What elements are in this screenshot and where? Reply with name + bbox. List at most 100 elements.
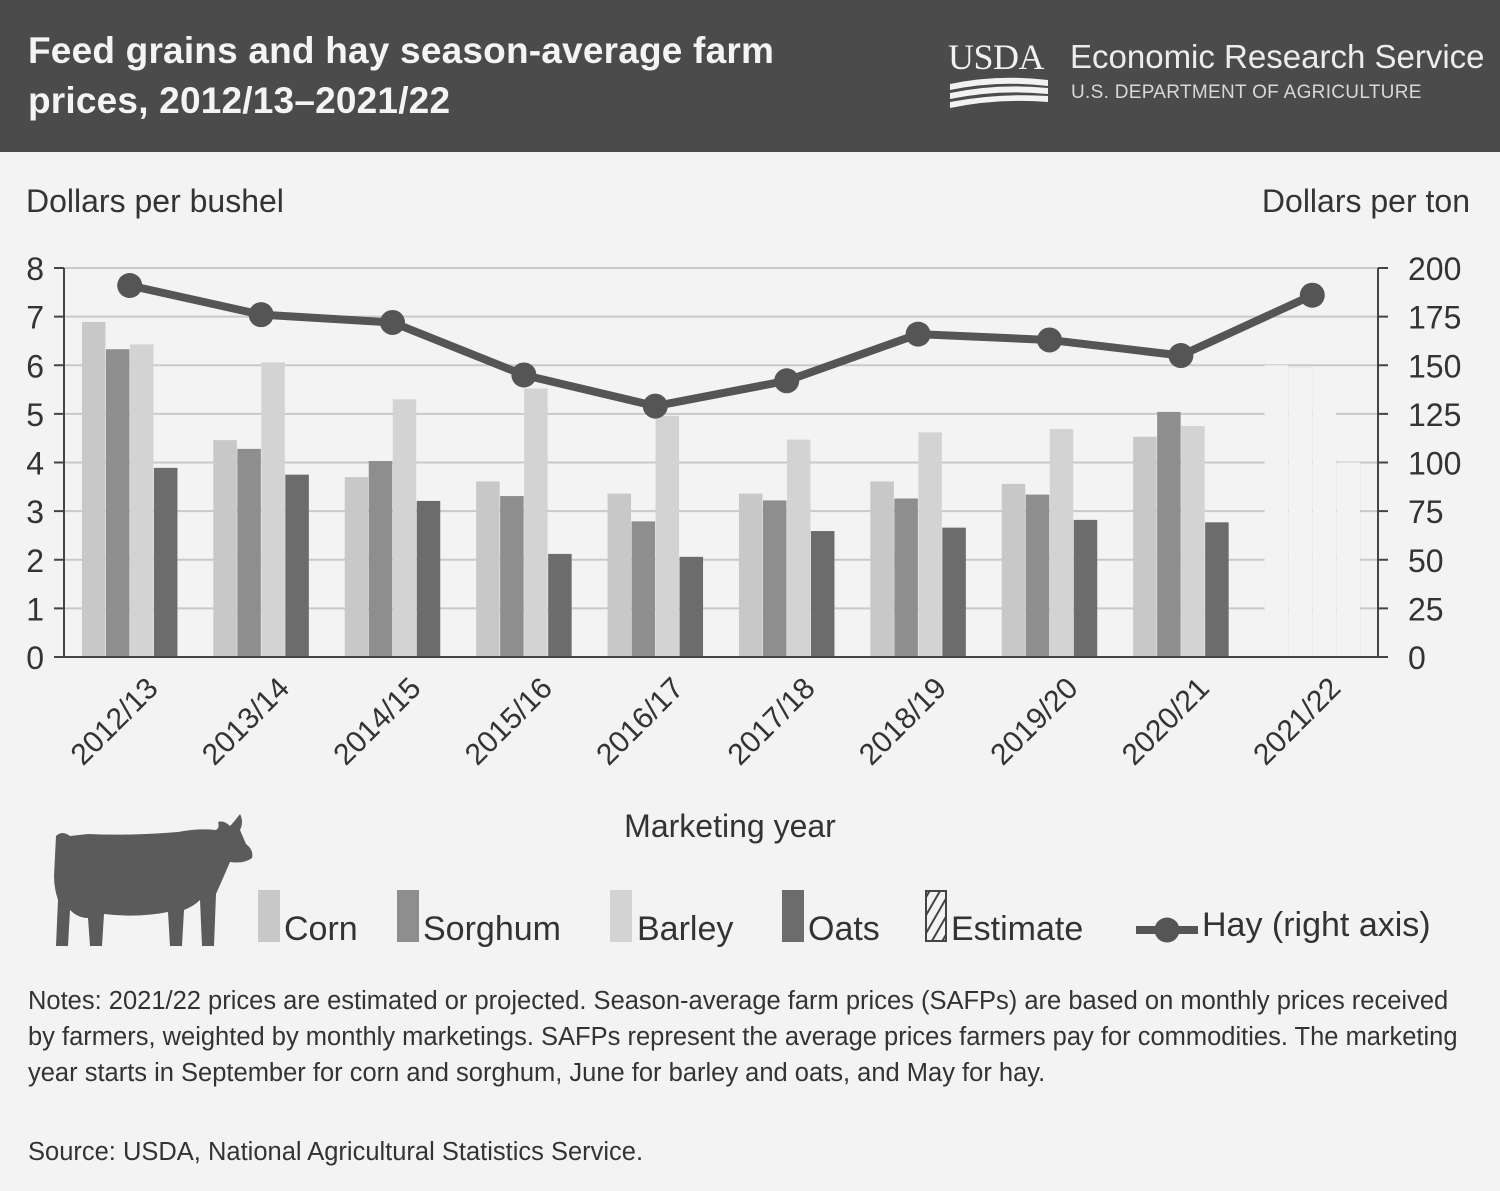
y-tick-label-left: 4 xyxy=(26,446,44,482)
bar-oats xyxy=(1073,519,1098,657)
y-tick-label-right: 150 xyxy=(1408,348,1461,384)
y-tick-label-right: 0 xyxy=(1408,640,1426,676)
bar-sorghum xyxy=(105,349,130,657)
y-tick-label-left: 0 xyxy=(26,640,44,676)
legend-swatch-estimate xyxy=(925,890,947,942)
bar-sorghum xyxy=(1025,494,1050,657)
legend-swatch-oats xyxy=(782,890,804,942)
bar-oats xyxy=(416,500,441,657)
y-tick-label-right: 50 xyxy=(1408,543,1444,579)
hay-point xyxy=(1168,343,1194,369)
chart-notes: Notes: 2021/22 prices are estimated or p… xyxy=(28,987,1458,1087)
bar-estimate-hatch xyxy=(1288,367,1313,657)
bar-sorghum xyxy=(631,521,656,657)
x-tick-label: 2015/16 xyxy=(459,672,559,772)
legend-label: Oats xyxy=(808,910,880,948)
legend-label: Sorghum xyxy=(423,910,561,948)
y-tick-label-left: 8 xyxy=(26,251,44,287)
y-tick-label-right: 25 xyxy=(1408,591,1444,627)
x-tick-label: 2020/21 xyxy=(1116,672,1216,772)
bar-oats xyxy=(942,527,966,657)
legend-swatch-sorghum xyxy=(397,890,419,942)
agency-name: Economic Research Service xyxy=(1070,38,1485,75)
hay-point xyxy=(1037,327,1062,353)
bar-corn xyxy=(1001,483,1026,657)
y-axis-label-right: Dollars per ton xyxy=(1261,183,1470,219)
y-tick-label-left: 7 xyxy=(26,300,44,336)
bar-corn xyxy=(870,481,894,657)
department-name: U.S. DEPARTMENT OF AGRICULTURE xyxy=(1071,82,1422,103)
legend-label: Barley xyxy=(637,910,734,948)
bar-barley xyxy=(918,432,942,657)
bar-barley xyxy=(129,344,154,657)
bar-corn xyxy=(213,440,237,657)
chart-area: 0 1 2 3 4 5 6 7 8 0 25 50 75 100 125 150 175 200 2012/13 20… xyxy=(26,251,1461,772)
bar-barley xyxy=(1181,426,1205,657)
bar-oats xyxy=(1205,522,1229,657)
bar-barley xyxy=(655,415,680,657)
bar-estimate-hatch xyxy=(1312,406,1337,657)
bar-oats xyxy=(285,474,309,657)
y-axis-label-left: Dollars per bushel xyxy=(26,183,284,219)
x-tick-label: 2019/20 xyxy=(984,672,1084,772)
legend-swatch-corn xyxy=(258,890,280,942)
legend-swatch-barley xyxy=(610,890,632,942)
bar-corn xyxy=(476,481,500,657)
hay-point xyxy=(774,368,800,394)
bar-corn xyxy=(738,493,763,657)
bar-corn xyxy=(1133,436,1157,657)
hay-point xyxy=(511,362,537,388)
bar-sorghum xyxy=(762,500,787,657)
bar-sorghum xyxy=(894,498,918,657)
bar-sorghum xyxy=(368,461,393,657)
y-tick-label-left: 2 xyxy=(26,543,44,579)
hay-line xyxy=(128,281,1314,411)
y-tick-label-left: 3 xyxy=(26,494,44,530)
legend-swatch-line xyxy=(1136,917,1198,943)
bar-estimate-hatch xyxy=(1264,365,1289,657)
bar-oats xyxy=(153,467,178,657)
y-tick-label-left: 1 xyxy=(26,591,44,627)
x-tick-label: 2012/13 xyxy=(65,672,165,772)
chart-legend: Corn Sorghum Barley Oats Estimate Hay (right … xyxy=(0,880,1500,950)
usda-logo-text: USDA xyxy=(948,37,1045,77)
hay-point xyxy=(1299,282,1325,308)
x-tick-label: 2013/14 xyxy=(196,672,296,772)
chart-title-line-1: Feed grains and hay season-average farm xyxy=(28,30,775,71)
x-tick-label: 2018/19 xyxy=(853,672,953,772)
legend-label: Estimate xyxy=(951,910,1084,948)
cow-icon xyxy=(54,814,253,946)
hay-point xyxy=(117,273,143,299)
x-axis-label: Marketing year xyxy=(624,808,836,844)
x-tick-label: 2017/18 xyxy=(722,672,822,772)
bar-barley xyxy=(786,439,811,657)
legend-label: Corn xyxy=(284,910,358,948)
bar-barley xyxy=(524,388,548,657)
bar-sorghum xyxy=(237,448,261,657)
y-tick-label-right: 100 xyxy=(1408,446,1461,482)
bar-barley xyxy=(392,399,417,657)
x-tick-label: 2014/15 xyxy=(327,672,427,772)
hay-point xyxy=(905,321,931,347)
bar-oats xyxy=(548,553,572,657)
bar-corn xyxy=(607,493,632,657)
chart-source: Source: USDA, National Agricultural Stat… xyxy=(28,1138,644,1166)
legend-label: Hay (right axis) xyxy=(1202,906,1431,944)
y-tick-label-right: 75 xyxy=(1408,494,1444,530)
y-tick-label-right: 200 xyxy=(1408,251,1461,287)
chart-title-line-2: prices, 2012/13–2021/22 xyxy=(28,80,451,121)
y-tick-label-right: 175 xyxy=(1408,300,1461,336)
bar-sorghum xyxy=(500,496,524,657)
hay-point xyxy=(248,302,274,328)
header-banner: USDA Feed grains and hay season-average … xyxy=(0,0,1500,152)
x-tick-label: 2016/17 xyxy=(590,672,690,772)
hay-point xyxy=(642,393,668,419)
bar-sorghum xyxy=(1157,411,1181,657)
bar-estimate-hatch xyxy=(1336,462,1361,657)
bar-oats xyxy=(679,556,704,657)
bar-barley xyxy=(1049,428,1074,657)
hay-point xyxy=(380,309,405,335)
bar-oats xyxy=(810,531,835,657)
bar-corn xyxy=(81,321,106,657)
usda-logo xyxy=(950,77,1048,108)
